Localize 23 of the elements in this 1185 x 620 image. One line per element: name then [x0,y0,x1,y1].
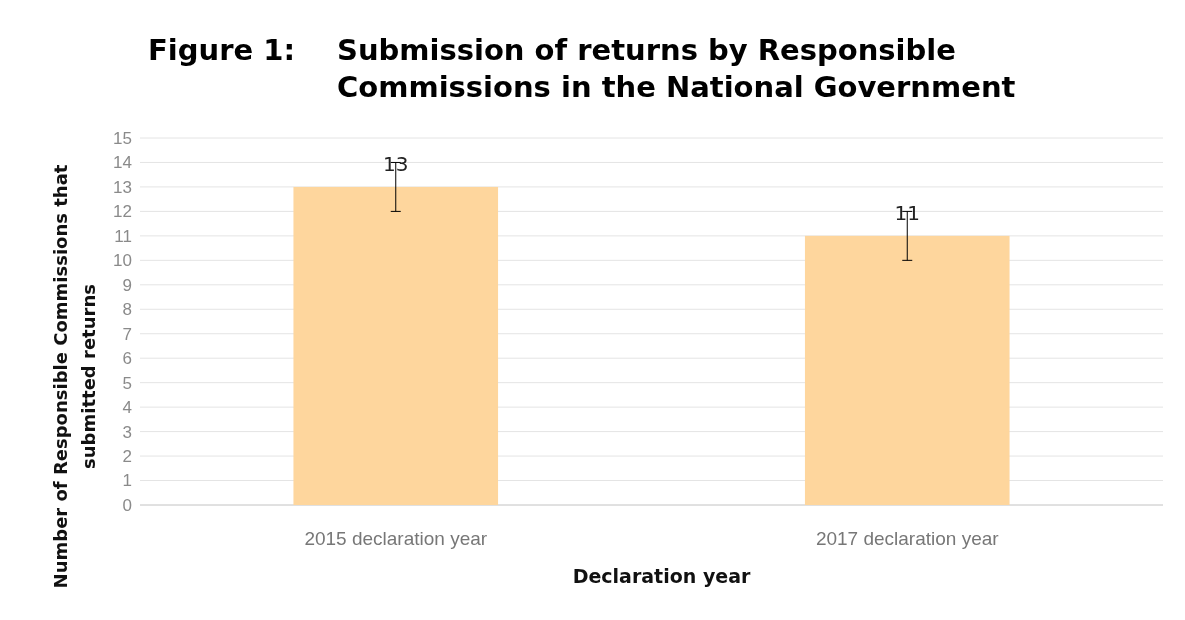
x-tick-label: 2017 declaration year [815,528,1000,549]
x-tick-label: 2015 declaration year [304,528,488,549]
y-tick-label: 12 [113,202,132,222]
y-tick-label: 7 [122,324,132,344]
y-tick-label: 0 [122,495,132,515]
y-tick-label: 11 [114,226,132,246]
y-tick-label: 13 [113,177,132,197]
y-tick-label: 6 [122,349,132,369]
y-tick-label: 14 [113,153,132,173]
y-tick-label: 10 [113,251,132,271]
y-tick-label: 2 [122,447,132,467]
y-tick-label: 3 [122,422,132,442]
y-tick-label: 4 [122,398,132,418]
chart-title: Figure 1: Submission of returns by Responsible Commissions in the National Government [148,33,1016,104]
y-tick-label: 8 [122,300,132,320]
data-label: 13 [383,151,409,176]
y-tick-label: 15 [113,128,132,148]
y-tick-label: 9 [122,275,132,295]
y-tick-label: 5 [122,373,132,393]
x-axis-title: Declaration year [572,565,751,587]
y-tick-label: 1 [122,471,132,491]
data-label: 11 [894,200,920,225]
y-axis-title: Number of Responsible Commissions that submitted returns [50,164,99,589]
